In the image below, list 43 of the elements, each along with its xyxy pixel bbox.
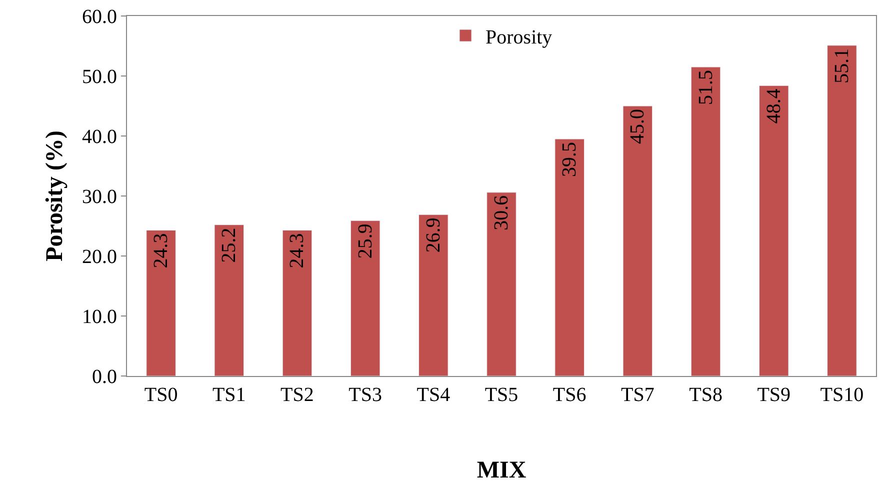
- x-tick-label: TS1: [212, 384, 246, 406]
- x-tick-label: TS4: [416, 384, 450, 406]
- bar: [690, 66, 721, 376]
- bar: [827, 45, 857, 376]
- x-tick-label: TS3: [348, 384, 382, 406]
- x-tick-label: TS6: [552, 384, 586, 406]
- legend-label: Porosity: [486, 26, 552, 48]
- y-tick-label: 50.0: [82, 66, 117, 88]
- y-axis-title: Porosity (%): [42, 130, 68, 262]
- bar: [622, 106, 653, 376]
- text: 39.5: [558, 142, 581, 177]
- x-axis-title: MIX: [476, 457, 527, 484]
- text: 48.4: [762, 88, 785, 124]
- text: 55.1: [830, 48, 853, 84]
- y-tick-label: 40.0: [82, 126, 117, 148]
- y-tick-label: 10.0: [82, 306, 117, 328]
- x-tick-label: TS10: [820, 384, 864, 406]
- bar: [214, 224, 244, 376]
- bar: [282, 230, 312, 376]
- x-tick-label: TS0: [144, 384, 178, 406]
- text: 24.3: [150, 233, 172, 268]
- text: 24.3: [286, 233, 308, 268]
- text: 30.6: [490, 195, 512, 230]
- y-tick-label: 60.0: [82, 6, 117, 28]
- text: 45.0: [626, 109, 649, 144]
- y-tick-label: 30.0: [82, 186, 117, 208]
- y-tick-label: 0.0: [92, 366, 117, 388]
- x-tick-label: TS8: [689, 384, 722, 406]
- text: 25.9: [354, 224, 376, 259]
- bar: [554, 138, 584, 376]
- bar: [486, 192, 516, 376]
- text: 51.5: [694, 70, 717, 105]
- bar: [146, 230, 176, 376]
- bar: [350, 220, 380, 376]
- x-tick-label: TS9: [757, 384, 791, 406]
- text: 26.9: [422, 218, 444, 253]
- text: 25.2: [218, 228, 240, 263]
- x-tick-label: TS2: [280, 384, 314, 406]
- x-tick-label: TS7: [621, 384, 654, 406]
- bar: [418, 214, 448, 376]
- y-tick-label: 20.0: [82, 246, 117, 268]
- bar: [758, 85, 789, 376]
- x-tick-label: TS5: [484, 384, 518, 406]
